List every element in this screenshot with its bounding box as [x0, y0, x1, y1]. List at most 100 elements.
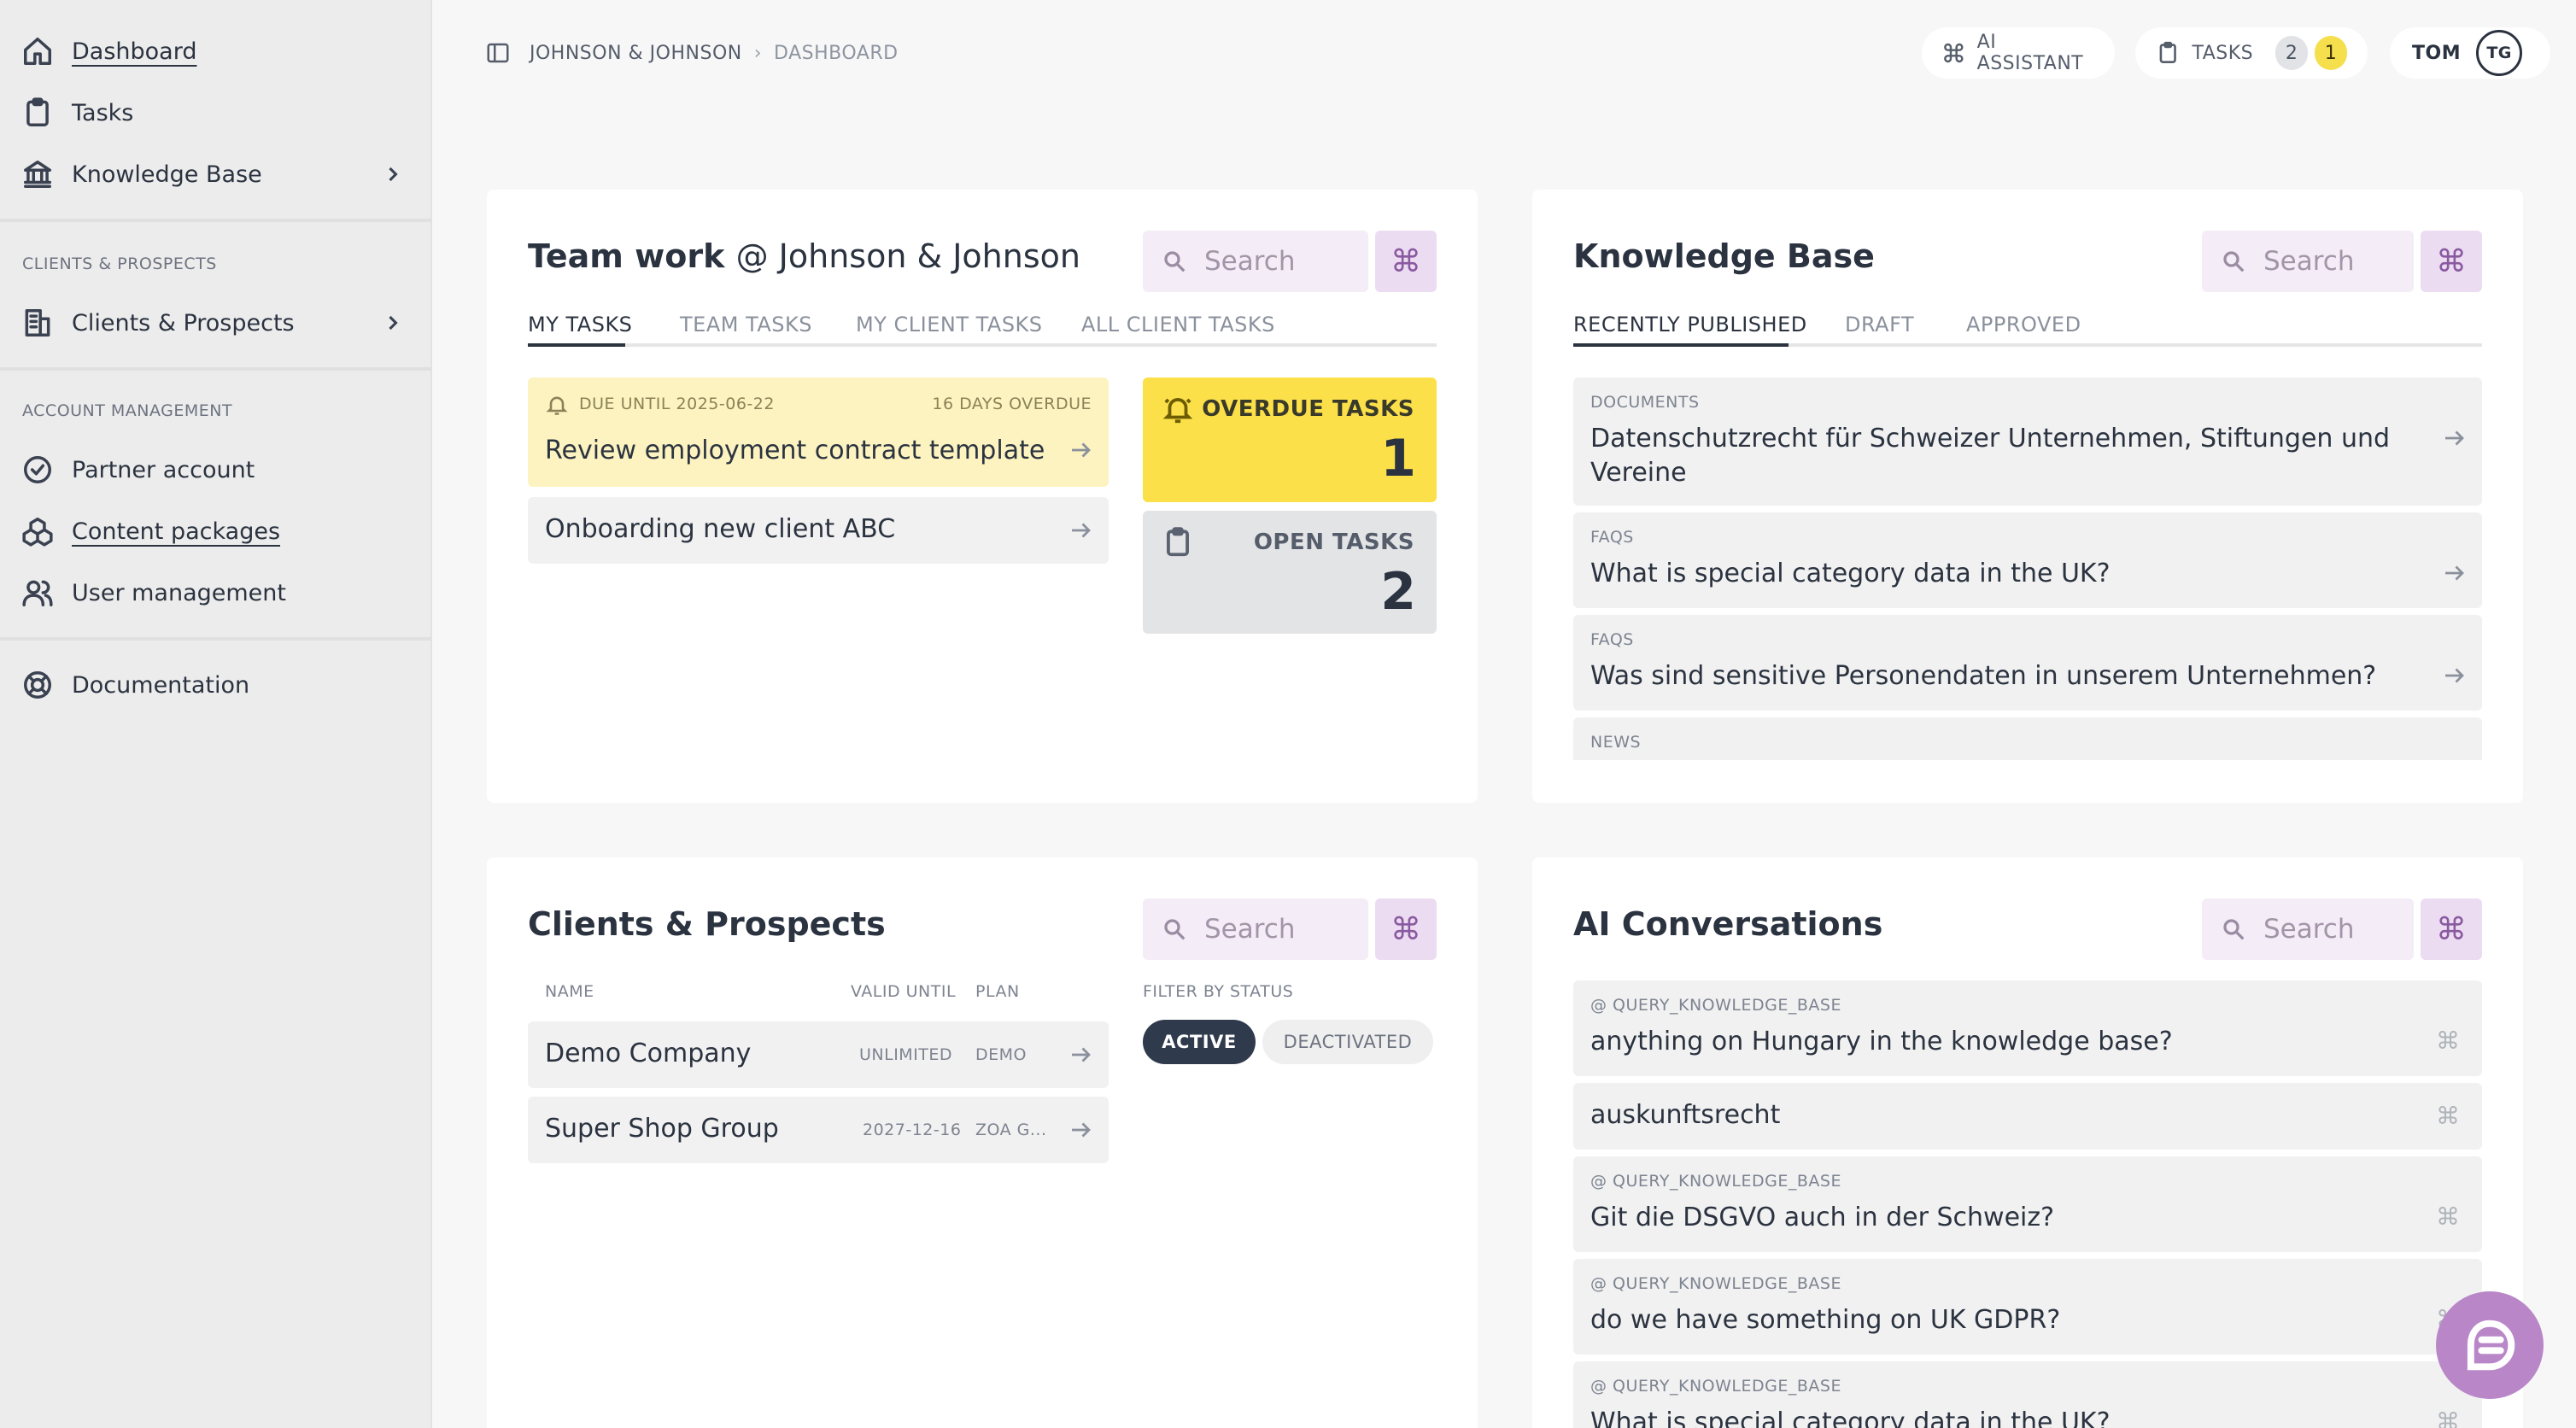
sidebar-toggle-icon[interactable]: [485, 40, 511, 66]
item-category: DOCUMENTS: [1590, 393, 1700, 412]
user-menu[interactable]: TOM TG: [2390, 27, 2550, 79]
arrow-right-icon: [1068, 518, 1093, 543]
card-title: Team work @ Johnson & Johnson: [528, 237, 1080, 275]
teamwork-title: Team work: [528, 237, 725, 275]
sidebar-item-tasks[interactable]: Tasks: [0, 85, 432, 140]
conversation-item[interactable]: @ QUERY_KNOWLEDGE_BASE anything on Hunga…: [1573, 980, 2482, 1076]
clipboard-icon: [20, 96, 55, 130]
sidebar-item-clients-prospects[interactable]: Clients & Prospects: [0, 296, 432, 350]
conversation-item[interactable]: @ QUERY_KNOWLEDGE_BASE do we have someth…: [1573, 1259, 2482, 1355]
arrow-right-icon: [2441, 663, 2467, 688]
client-plan: DEMO: [975, 1045, 1027, 1064]
client-plan: ZOA G...: [975, 1121, 1047, 1139]
sidebar-item-user-management[interactable]: User management: [0, 565, 432, 620]
clipboard-icon: [2159, 41, 2176, 63]
tab-recently-published[interactable]: RECENTLY PUBLISHED: [1573, 313, 1807, 337]
open-tasks-count: 2: [1380, 562, 1416, 622]
task-row[interactable]: DUE UNTIL 2025-06-22 16 DAYS OVERDUE Rev…: [528, 377, 1109, 487]
task-title: Onboarding new client ABC: [545, 514, 896, 544]
ai-assistant-button[interactable]: AI ASSISTANT: [1922, 27, 2115, 79]
tab-my-client-tasks[interactable]: MY CLIENT TASKS: [856, 313, 1043, 337]
clipboard-icon: [1162, 526, 1196, 560]
conversation-title: Git die DSGVO auch in der Schweiz?: [1590, 1203, 2055, 1232]
client-valid-until: UNLIMITED: [859, 1045, 953, 1064]
overdue-tasks-badge: 1: [2315, 36, 2348, 70]
sidebar-item-documentation[interactable]: Documentation: [0, 658, 432, 712]
active-tab-indicator: [1573, 343, 1789, 347]
filter-deactivated-chip[interactable]: DEACTIVATED: [1262, 1020, 1433, 1064]
conversation-title: What is special category data in the UK?: [1590, 1408, 2111, 1428]
list-item[interactable]: NEWS: [1573, 717, 2482, 760]
command-button[interactable]: ⌘: [2421, 898, 2482, 960]
sidebar-item-dashboard[interactable]: Dashboard: [0, 24, 432, 79]
list-item[interactable]: DOCUMENTS Datenschutzrecht für Schweizer…: [1573, 377, 2482, 506]
conversation-item[interactable]: @ QUERY_KNOWLEDGE_BASE What is special c…: [1573, 1361, 2482, 1428]
sidebar-item-knowledge-base[interactable]: Knowledge Base: [0, 147, 432, 202]
search-input[interactable]: Search: [1143, 231, 1368, 292]
sidebar-item-partner-account[interactable]: Partner account: [0, 442, 432, 497]
chat-icon: [2467, 1320, 2515, 1371]
search-icon: [1164, 251, 1186, 272]
command-button[interactable]: ⌘: [1375, 231, 1437, 292]
table-row[interactable]: Super Shop Group 2027-12-16 ZOA G...: [528, 1097, 1109, 1163]
client-valid-until: 2027-12-16: [863, 1121, 962, 1139]
item-category: FAQS: [1590, 528, 1634, 547]
card-title: Knowledge Base: [1573, 237, 1875, 275]
card-title: AI Conversations: [1573, 905, 1883, 943]
command-button[interactable]: ⌘: [2421, 231, 2482, 292]
tab-my-tasks[interactable]: MY TASKS: [528, 313, 633, 337]
command-icon: ⌘: [2436, 1027, 2460, 1055]
teamwork-tabs: MY TASKS TEAM TASKS MY CLIENT TASKS ALL …: [528, 304, 1437, 347]
user-name: TOM: [2412, 42, 2462, 64]
table-row[interactable]: Demo Company UNLIMITED DEMO: [528, 1021, 1109, 1088]
open-tasks-badge: 2: [2275, 36, 2309, 70]
tasks-button[interactable]: TASKS 2 1: [2135, 27, 2368, 79]
sidebar-item-label: Tasks: [72, 99, 134, 126]
tab-draft[interactable]: DRAFT: [1845, 313, 1915, 337]
open-tasks-stat[interactable]: OPEN TASKS 2: [1143, 511, 1437, 634]
sidebar-item-content-packages[interactable]: Content packages: [0, 504, 432, 559]
tasks-label: TASKS: [2192, 42, 2254, 64]
sidebar-item-label: User management: [72, 579, 286, 606]
command-button[interactable]: ⌘: [1375, 898, 1437, 960]
conversation-item[interactable]: @ QUERY_KNOWLEDGE_BASE Git die DSGVO auc…: [1573, 1156, 2482, 1252]
search-input[interactable]: Search: [1143, 898, 1368, 960]
tab-all-client-tasks[interactable]: ALL CLIENT TASKS: [1081, 313, 1275, 337]
column-header-valid-until: VALID UNTIL: [851, 982, 957, 1001]
bell-icon: [545, 393, 569, 417]
command-icon: ⌘: [2436, 911, 2467, 947]
packages-icon: [20, 514, 55, 548]
filter-active-chip[interactable]: ACTIVE: [1143, 1020, 1256, 1064]
search-placeholder: Search: [1204, 246, 1296, 277]
section-label-clients: CLIENTS & PROSPECTS: [22, 255, 217, 273]
chat-fab-button[interactable]: [2436, 1291, 2544, 1399]
search-icon: [2223, 919, 2245, 940]
breadcrumb: JOHNSON & JOHNSON › DASHBOARD: [485, 38, 899, 68]
sidebar-item-label: Clients & Prospects: [72, 309, 295, 337]
breadcrumb-org[interactable]: JOHNSON & JOHNSON: [530, 42, 742, 64]
ai-conversations-card: AI Conversations Search ⌘ @ QUERY_KNOWLE…: [1532, 857, 2523, 1428]
overdue-tasks-stat[interactable]: OVERDUE TASKS 1: [1143, 377, 1437, 502]
list-item[interactable]: FAQS Was sind sensitive Personendaten in…: [1573, 615, 2482, 711]
ai-assistant-label: AI ASSISTANT: [1976, 32, 2084, 74]
overdue-tasks-count: 1: [1380, 429, 1416, 489]
filter-label: FILTER BY STATUS: [1143, 982, 1294, 1001]
sidebar: Dashboard Tasks Knowledge Base CLIENTS &…: [0, 0, 432, 1428]
search-input[interactable]: Search: [2202, 898, 2414, 960]
column-header-plan: PLAN: [975, 982, 1020, 1001]
column-header-name: NAME: [545, 982, 594, 1001]
sidebar-divider: [0, 367, 432, 371]
building-icon: [20, 306, 55, 340]
search-placeholder: Search: [2263, 914, 2355, 945]
tab-team-tasks[interactable]: TEAM TASKS: [680, 313, 812, 337]
list-item[interactable]: FAQS What is special category data in th…: [1573, 512, 2482, 608]
arrow-right-icon: [1068, 1117, 1093, 1143]
library-icon: [20, 157, 55, 191]
conversation-item[interactable]: auskunftsrecht ⌘: [1573, 1083, 2482, 1150]
home-icon: [20, 34, 55, 68]
task-title: Review employment contract template: [545, 436, 1045, 465]
search-input[interactable]: Search: [2202, 231, 2414, 292]
task-row[interactable]: Onboarding new client ABC: [528, 497, 1109, 564]
command-icon: ⌘: [2436, 1203, 2460, 1231]
tab-approved[interactable]: APPROVED: [1966, 313, 2081, 337]
